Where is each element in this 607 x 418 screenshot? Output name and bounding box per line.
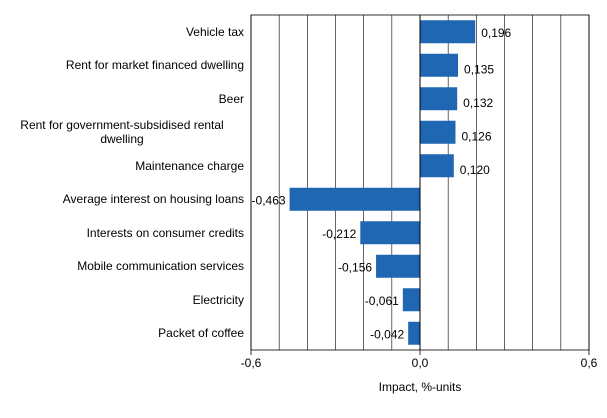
category-label: Beer: [0, 79, 244, 119]
category-label: Maintenance charge: [0, 146, 244, 186]
category-text: Electricity: [192, 292, 244, 307]
category-text: Average interest on housing loans: [62, 192, 244, 207]
category-label: Interests on consumer credits: [0, 213, 244, 253]
category-label: Average interest on housing loans: [0, 179, 244, 219]
bar: [420, 53, 459, 77]
category-text: Packet of coffee: [158, 326, 244, 341]
value-label: -0,156: [338, 260, 372, 274]
bar: [289, 187, 420, 211]
category-text: Vehicle tax: [185, 24, 244, 39]
value-label: -0,212: [322, 227, 356, 241]
category-text: Beer: [218, 91, 244, 106]
value-label: -0,463: [252, 193, 286, 207]
value-label: 0,120: [460, 163, 490, 177]
x-tick-label: -0,6: [241, 356, 262, 370]
value-label: -0,042: [370, 327, 404, 341]
category-label: Electricity: [0, 280, 244, 320]
category-text: Mobile communication services: [77, 259, 244, 274]
category-text: Interests on consumer credits: [86, 225, 244, 240]
category-label: Vehicle tax: [0, 12, 244, 52]
value-label: 0,132: [463, 96, 493, 110]
category-text: Maintenance charge: [135, 158, 244, 173]
category-label: Packet of coffee: [0, 313, 244, 353]
x-tick-label: 0,6: [581, 356, 598, 370]
category-text: Rent for market financed dwelling: [65, 58, 244, 73]
x-tick-label: 0,0: [412, 356, 429, 370]
value-label: -0,061: [365, 294, 399, 308]
bar: [420, 120, 456, 144]
bar: [420, 154, 454, 178]
bar: [376, 254, 420, 278]
value-label: 0,196: [481, 26, 511, 40]
bar: [408, 321, 420, 345]
value-label: 0,135: [464, 62, 494, 76]
x-axis-label: Impact, %-units: [379, 380, 462, 394]
category-label: Mobile communication services: [0, 246, 244, 286]
bar: [420, 20, 476, 44]
category-label: Rent for market financed dwelling: [0, 45, 244, 85]
bar: [360, 221, 420, 245]
bar: [420, 87, 458, 111]
category-text: Rent for government-subsidised rental dw…: [20, 118, 224, 147]
bar: [402, 288, 420, 312]
value-label: 0,126: [461, 129, 491, 143]
category-label: Rent for government-subsidised rental dw…: [0, 112, 244, 152]
